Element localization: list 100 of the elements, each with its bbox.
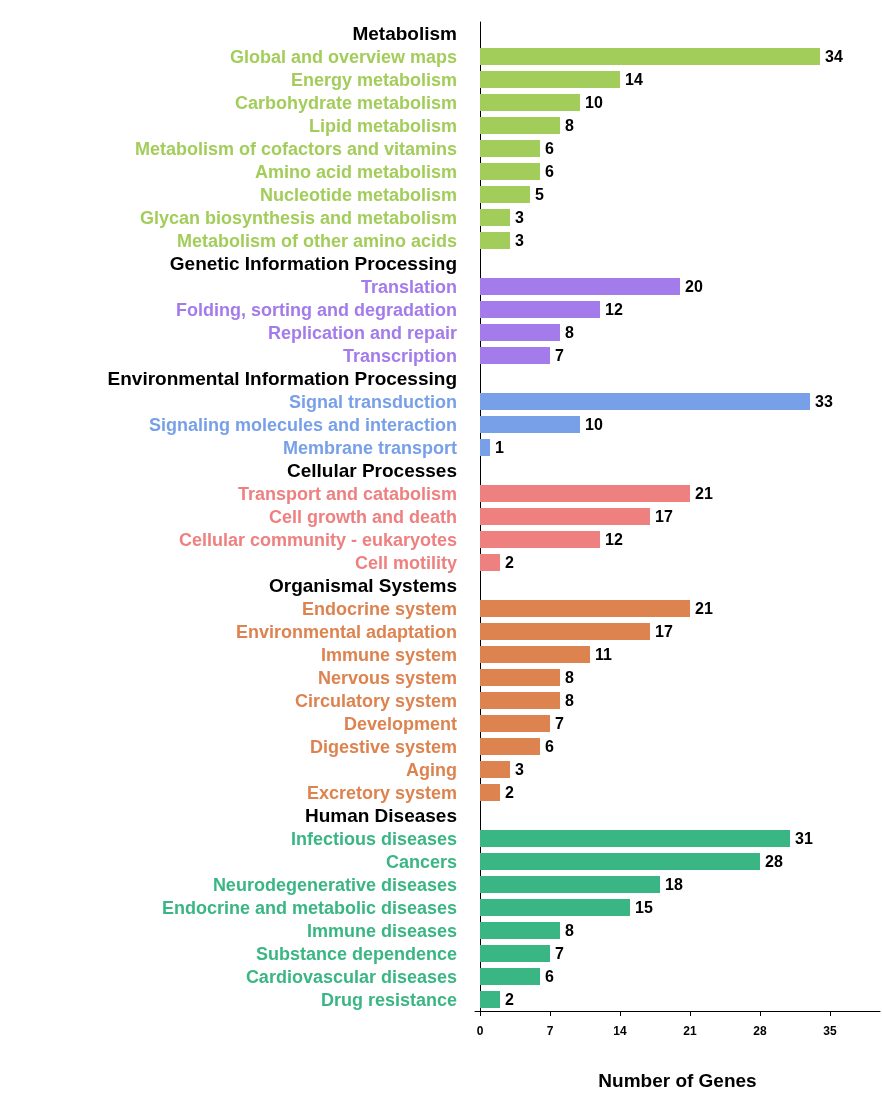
y-tick-label: Global and overview maps: [229, 46, 457, 67]
data-label: 17: [655, 623, 673, 640]
y-tick-label: Cellular Processes: [286, 460, 457, 481]
x-tick-label: 7: [546, 1024, 554, 1038]
data-label: 33: [815, 393, 833, 410]
bar: [480, 669, 560, 686]
y-tick-label: Metabolism of other amino acids: [176, 230, 457, 251]
x-tick-label: 21: [683, 1024, 697, 1038]
y-tick-label: Glycan biosynthesis and metabolism: [139, 207, 457, 228]
y-tick-label: Digestive system: [309, 736, 457, 757]
data-label: 7: [555, 347, 564, 364]
bar: [480, 278, 680, 295]
bar: [480, 968, 540, 985]
x-axis-title: Number of Genes: [598, 1070, 757, 1091]
bar: [480, 393, 810, 410]
bar: [480, 531, 600, 548]
bar: [480, 94, 580, 111]
data-label: 7: [555, 945, 564, 962]
y-tick-label: Immune system: [320, 644, 457, 665]
bar: [480, 991, 500, 1008]
y-tick-label: Human Diseases: [304, 805, 457, 826]
y-tick-label: Signaling molecules and interaction: [148, 414, 457, 435]
data-label: 31: [795, 830, 813, 847]
x-tick-label: 35: [823, 1024, 837, 1038]
data-label: 10: [585, 416, 603, 433]
x-tick-label: 0: [476, 1024, 484, 1038]
y-tick-label: Organismal Systems: [269, 575, 457, 596]
x-tick-label: 28: [753, 1024, 767, 1038]
y-tick-label: Environmental adaptation: [235, 621, 457, 642]
bar: [480, 347, 550, 364]
data-label: 34: [825, 48, 843, 65]
x-tick-label: 14: [613, 1024, 627, 1038]
data-label: 28: [765, 853, 783, 870]
bar: [480, 715, 550, 732]
bar: [480, 623, 650, 640]
data-label: 3: [515, 209, 524, 226]
y-tick-label: Endocrine and metabolic diseases: [161, 897, 457, 918]
bar: [480, 117, 560, 134]
y-tick-label: Drug resistance: [320, 989, 457, 1010]
bar: [480, 301, 600, 318]
y-tick-label: Neurodegenerative diseases: [212, 874, 457, 895]
bar: [480, 646, 590, 663]
data-label: 12: [605, 531, 623, 548]
bar: [480, 416, 580, 433]
data-label: 21: [695, 485, 713, 502]
y-tick-label: Amino acid metabolism: [254, 161, 457, 182]
data-label: 14: [625, 71, 643, 88]
bar: [480, 209, 510, 226]
y-tick-label: Lipid metabolism: [308, 115, 457, 136]
y-tick-label: Aging: [406, 759, 457, 780]
y-tick-label: Folding, sorting and degradation: [176, 299, 457, 320]
bar: [480, 508, 650, 525]
y-tick-label: Infectious diseases: [290, 828, 457, 849]
y-tick-label: Immune diseases: [306, 920, 457, 941]
data-label: 7: [555, 715, 564, 732]
y-tick-label: Excretory system: [306, 782, 457, 803]
data-label: 1: [495, 439, 504, 456]
y-tick-label: Genetic Information Processing: [169, 253, 457, 274]
data-label: 2: [505, 991, 514, 1008]
data-label: 2: [505, 554, 514, 571]
bar: [480, 163, 540, 180]
y-tick-label: Circulatory system: [294, 690, 457, 711]
bar: [480, 324, 560, 341]
data-label: 21: [695, 600, 713, 617]
y-tick-label: Carbohydrate metabolism: [234, 92, 457, 113]
data-label: 15: [635, 899, 653, 916]
bar: [480, 232, 510, 249]
y-tick-label: Membrane transport: [282, 437, 457, 458]
bar: [480, 48, 820, 65]
bar: [480, 140, 540, 157]
y-tick-label: Metabolism of cofactors and vitamins: [134, 138, 457, 159]
y-tick-label: Endocrine system: [301, 598, 457, 619]
y-tick-label: Replication and repair: [267, 322, 457, 343]
bar: [480, 853, 760, 870]
bar: [480, 761, 510, 778]
data-label: 12: [605, 301, 623, 318]
data-label: 6: [545, 140, 554, 157]
data-label: 2: [505, 784, 514, 801]
y-tick-label: Cardiovascular diseases: [245, 966, 457, 987]
y-tick-label: Signal transduction: [288, 391, 457, 412]
data-label: 20: [685, 278, 703, 295]
data-label: 10: [585, 94, 603, 111]
y-tick-label: Nervous system: [317, 667, 457, 688]
y-tick-label: Substance dependence: [255, 943, 457, 964]
data-label: 8: [565, 117, 574, 134]
y-tick-label: Transport and catabolism: [237, 483, 457, 504]
data-label: 18: [665, 876, 683, 893]
bar: [480, 692, 560, 709]
bar: [480, 186, 530, 203]
data-label: 6: [545, 968, 554, 985]
bar: [480, 485, 690, 502]
bar: [480, 899, 630, 916]
bar: [480, 554, 500, 571]
data-label: 17: [655, 508, 673, 525]
bar: [480, 71, 620, 88]
y-tick-label: Cell growth and death: [268, 506, 457, 527]
data-label: 6: [545, 163, 554, 180]
y-tick-label: Cell motility: [354, 552, 457, 573]
bar: [480, 738, 540, 755]
data-label: 8: [565, 692, 574, 709]
